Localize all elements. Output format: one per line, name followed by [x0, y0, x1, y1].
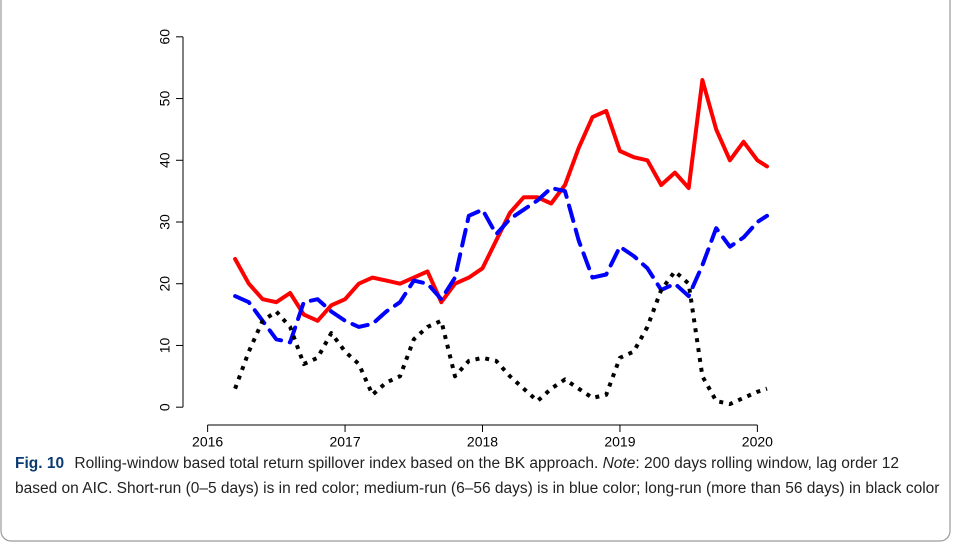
- x-tick-label: 2017: [329, 434, 360, 450]
- y-tick-label: 50: [157, 91, 173, 107]
- x-tick-label: 2016: [192, 434, 223, 450]
- x-tick-label: 2019: [604, 434, 635, 450]
- y-tick-label: 20: [157, 276, 173, 292]
- x-tick-label: 2020: [742, 434, 773, 450]
- series-line: [233, 78, 769, 323]
- series-line: [233, 269, 768, 407]
- caption-text: Rolling-window based total return spillo…: [74, 455, 599, 472]
- x-tick-label: 2018: [467, 434, 498, 450]
- y-tick-label: 10: [157, 337, 173, 353]
- y-tick-label: 60: [157, 29, 173, 45]
- series-line: [233, 186, 769, 345]
- y-tick-label: 0: [157, 403, 173, 411]
- caption-note-label: Note: [602, 455, 636, 472]
- caption-note-text: : 200 days rolling window, lag order 12 …: [15, 455, 940, 497]
- y-tick-label: 40: [157, 152, 173, 168]
- y-tick-label: 30: [157, 214, 173, 230]
- caption-label: Fig. 10: [15, 455, 65, 472]
- caption: Fig. 10 Rolling-window based total retur…: [15, 452, 940, 501]
